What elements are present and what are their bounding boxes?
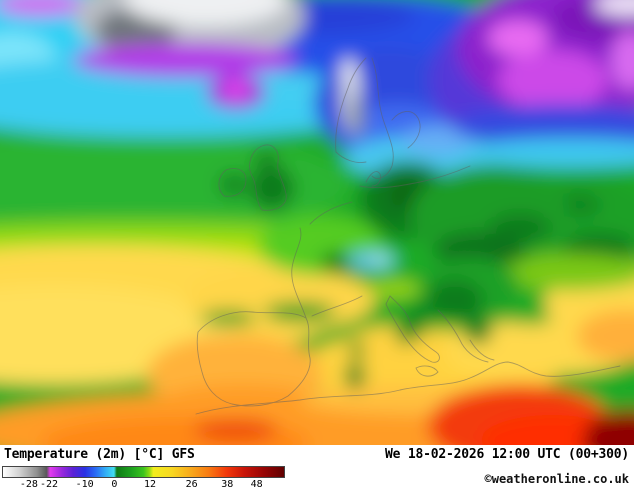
region-turkey-orange <box>577 310 634 362</box>
region-ireland-darkgreen <box>219 173 247 197</box>
coastline-britain <box>249 144 287 211</box>
region-iceland-magenta <box>223 82 249 98</box>
region-alps-white <box>374 256 382 262</box>
coastline-sweden-baltic <box>371 57 394 179</box>
map-title: Temperature (2m) [°C] GFS <box>4 447 195 462</box>
coastline-greece <box>469 339 495 361</box>
coastline-france-south <box>311 295 363 317</box>
region-cantabria-green <box>200 310 256 326</box>
region-libya-dark-red <box>583 409 634 445</box>
copyright: ©weatheronline.co.uk <box>484 472 630 486</box>
temperature-colorbar <box>2 466 285 478</box>
region-topleft-magenta <box>0 0 86 16</box>
coastline-denmark <box>365 171 381 187</box>
region-greenland-purple-fringe <box>73 43 297 77</box>
region-apennine-darkgreen <box>396 299 434 345</box>
coastline-baltic-south <box>359 165 471 189</box>
coastline-gulf-of-bothnia <box>391 111 421 149</box>
region-norway-white-cap <box>342 58 354 86</box>
colorbar-tick--22: -22 <box>39 479 58 490</box>
region-atlas-red <box>194 418 278 442</box>
region-russia-magenta <box>498 50 608 110</box>
region-sardinia-green <box>345 363 365 389</box>
region-poland-darkgreen <box>490 214 550 242</box>
region-scotland-darkgreen <box>254 150 278 170</box>
coastline-iberia <box>196 311 311 407</box>
region-ne-pink-streak <box>611 30 634 90</box>
region-russia-blue-band <box>453 104 634 148</box>
coastline-north-africa <box>195 361 621 415</box>
coastline-netherlands <box>309 201 353 225</box>
coastline-ireland <box>218 168 247 197</box>
map-datetime: We 18-02-2026 12:00 UTC (00+300) <box>384 447 629 462</box>
region-norway-slate <box>350 97 364 137</box>
coastline-france-west <box>291 227 307 319</box>
legend-bar: Temperature (2m) [°C] GFS We 18-02-2026 … <box>0 445 634 490</box>
temperature-map <box>0 0 634 445</box>
colorbar-tick--10: -10 <box>75 479 94 490</box>
region-greenland-white <box>123 0 287 26</box>
region-uk-darkgreen <box>250 166 294 210</box>
region-po-valley-yellowgreen <box>369 281 421 297</box>
map-area <box>0 0 634 445</box>
colorbar-tick--28: -28 <box>19 479 38 490</box>
region-pyrenees-green <box>264 302 336 322</box>
colorbar-tick-26: 26 <box>185 479 198 490</box>
colorbar-tick-0: 0 <box>111 479 118 490</box>
coastline-norway-south <box>335 151 367 163</box>
temperature-field <box>0 0 634 445</box>
region-corsica-green <box>350 340 364 360</box>
coastline-sicily <box>415 365 439 377</box>
region-alps-blue <box>359 255 373 263</box>
colorbar-tick-48: 48 <box>250 479 263 490</box>
colorbar-tick-38: 38 <box>221 479 234 490</box>
coastline-italy <box>385 295 440 363</box>
colorbar-tick-labels: -28 -22 -10 0 12 26 38 48 <box>2 479 285 490</box>
coastline-adriatic-east <box>437 309 489 363</box>
colorbar-tick-12: 12 <box>143 479 157 490</box>
coastline-norway <box>335 57 367 153</box>
region-pindus-darkgreen <box>464 316 492 344</box>
region-ne-corner-white <box>594 0 634 16</box>
region-balkan-darkgreen <box>427 280 483 320</box>
region-russia-bright-magenta <box>488 20 548 56</box>
region-russia-cyan-band <box>458 138 634 168</box>
coastlines <box>195 57 621 415</box>
